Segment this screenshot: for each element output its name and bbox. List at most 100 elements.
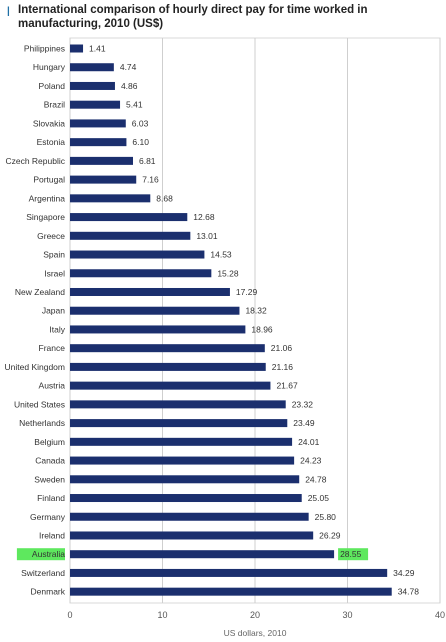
bar bbox=[70, 100, 121, 109]
category-label: France bbox=[39, 343, 66, 353]
data-label: 6.81 bbox=[139, 156, 156, 166]
category-label: Argentina bbox=[29, 193, 66, 203]
data-label: 23.49 bbox=[293, 418, 315, 428]
data-label: 18.96 bbox=[251, 324, 273, 334]
data-label: 24.23 bbox=[300, 456, 322, 466]
category-label: Spain bbox=[43, 250, 65, 260]
data-label: 12.68 bbox=[193, 212, 215, 222]
data-label: 18.32 bbox=[245, 306, 267, 316]
x-tick-label: 10 bbox=[157, 610, 167, 620]
bar bbox=[70, 325, 246, 334]
data-label: 6.03 bbox=[132, 118, 149, 128]
bar bbox=[70, 213, 188, 222]
category-label: Portugal bbox=[33, 175, 65, 185]
bar bbox=[70, 362, 266, 371]
data-label: 15.28 bbox=[217, 268, 239, 278]
data-label: 6.10 bbox=[132, 137, 149, 147]
category-label: Singapore bbox=[26, 212, 65, 222]
category-label: Greece bbox=[37, 231, 65, 241]
bar bbox=[70, 138, 127, 147]
category-label: Ireland bbox=[39, 530, 65, 540]
data-label: 24.01 bbox=[298, 437, 320, 447]
category-label: Brazil bbox=[44, 100, 65, 110]
data-label: 25.05 bbox=[308, 493, 330, 503]
category-label: Italy bbox=[49, 324, 65, 334]
bar bbox=[70, 287, 230, 296]
bar bbox=[70, 306, 240, 315]
bar bbox=[70, 175, 137, 184]
x-tick-label: 30 bbox=[342, 610, 352, 620]
bar bbox=[70, 44, 84, 53]
bar bbox=[70, 400, 286, 409]
category-label: Austria bbox=[39, 381, 66, 391]
category-label: Switzerland bbox=[21, 568, 65, 578]
data-label: 34.78 bbox=[398, 587, 420, 597]
bar bbox=[70, 531, 314, 540]
data-label: 13.01 bbox=[196, 231, 218, 241]
data-label: 21.16 bbox=[272, 362, 294, 372]
category-label: Belgium bbox=[34, 437, 65, 447]
category-label: Slovakia bbox=[33, 118, 65, 128]
category-label: Netherlands bbox=[19, 418, 65, 428]
bar bbox=[70, 494, 302, 503]
bar bbox=[70, 250, 205, 259]
category-label: Estonia bbox=[37, 137, 66, 147]
bar bbox=[70, 119, 126, 128]
data-label: 14.53 bbox=[210, 250, 232, 260]
data-label: 28.55 bbox=[340, 549, 362, 559]
bar bbox=[70, 63, 114, 72]
bar bbox=[70, 381, 271, 390]
data-label: 8.68 bbox=[156, 193, 173, 203]
data-label: 4.74 bbox=[120, 62, 137, 72]
bar bbox=[70, 344, 265, 353]
bar bbox=[70, 81, 115, 90]
x-axis-label: US dollars, 2010 bbox=[224, 628, 287, 638]
bar bbox=[70, 269, 212, 278]
category-label: Finland bbox=[37, 493, 65, 503]
bar bbox=[70, 231, 191, 240]
data-label: 34.29 bbox=[393, 568, 415, 578]
bar bbox=[70, 587, 392, 596]
category-label: Israel bbox=[44, 268, 65, 278]
bar bbox=[70, 419, 288, 428]
bar bbox=[70, 156, 133, 165]
data-label: 23.32 bbox=[292, 399, 314, 409]
x-tick-label: 20 bbox=[250, 610, 260, 620]
data-label: 24.78 bbox=[305, 474, 327, 484]
title-marker-icon: | bbox=[7, 6, 10, 17]
category-label: Czech Republic bbox=[5, 156, 65, 166]
data-label: 17.29 bbox=[236, 287, 258, 297]
data-label: 21.67 bbox=[276, 381, 298, 391]
bar bbox=[70, 568, 388, 577]
bar bbox=[70, 475, 300, 484]
category-label: Hungary bbox=[33, 62, 66, 72]
bar bbox=[70, 437, 293, 446]
highlight-box bbox=[16, 548, 65, 561]
category-label: Philippines bbox=[24, 44, 65, 54]
data-label: 4.86 bbox=[121, 81, 138, 91]
category-label: Germany bbox=[30, 512, 66, 522]
category-label: Denmark bbox=[31, 587, 66, 597]
category-label: New Zealand bbox=[15, 287, 65, 297]
category-label: Sweden bbox=[34, 474, 65, 484]
chart-title: International comparison of hourly direc… bbox=[18, 4, 368, 30]
data-label: 26.29 bbox=[319, 530, 341, 540]
bar bbox=[70, 550, 335, 559]
highlight-box bbox=[338, 548, 369, 561]
x-tick-label: 40 bbox=[435, 610, 445, 620]
data-label: 7.16 bbox=[142, 175, 159, 185]
data-label: 21.06 bbox=[271, 343, 293, 353]
category-label: United States bbox=[14, 399, 65, 409]
x-tick-label: 0 bbox=[67, 610, 72, 620]
data-label: 5.41 bbox=[126, 100, 143, 110]
data-label: 1.41 bbox=[89, 44, 106, 54]
category-label: Canada bbox=[35, 456, 65, 466]
bar bbox=[70, 456, 295, 465]
category-label: Japan bbox=[42, 306, 65, 316]
bar bbox=[70, 512, 309, 521]
category-label: United Kingdom bbox=[5, 362, 65, 372]
data-label: 25.80 bbox=[315, 512, 337, 522]
category-label: Australia bbox=[32, 549, 65, 559]
bar bbox=[70, 194, 151, 203]
